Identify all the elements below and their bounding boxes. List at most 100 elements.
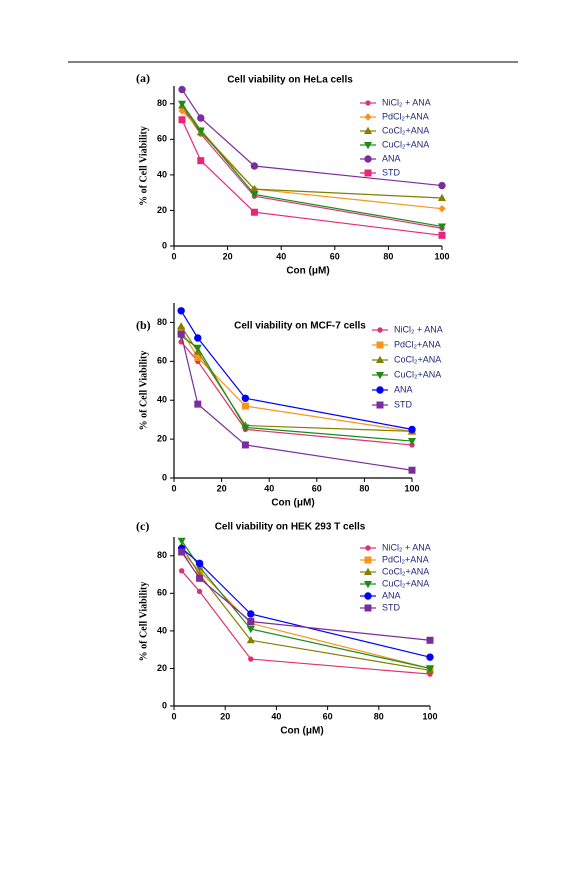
marker: [437, 193, 447, 201]
x-tick-label: 0: [171, 483, 176, 493]
y-tick-label: 0: [162, 472, 167, 482]
x-tick-label: 100: [404, 483, 419, 493]
legend-label: CuCl₂+ANA: [382, 139, 429, 149]
y-axis-label: % of Cell Viability: [138, 351, 149, 431]
marker: [177, 330, 185, 338]
marker: [177, 100, 187, 108]
legend-marker: [364, 604, 372, 612]
marker: [194, 400, 202, 408]
y-tick-label: 80: [157, 317, 167, 327]
marker: [247, 618, 255, 625]
marker: [241, 441, 249, 449]
y-tick-label: 0: [162, 700, 167, 710]
y-tick-label: 20: [157, 433, 167, 443]
legend-label: NiCl₂ + ANA: [394, 324, 443, 334]
y-tick-label: 0: [162, 240, 167, 250]
legend-label: STD: [382, 167, 401, 177]
y-tick-label: 40: [157, 625, 167, 635]
marker: [177, 537, 186, 545]
marker: [178, 107, 186, 115]
marker: [408, 425, 416, 434]
x-tick-label: 40: [276, 251, 286, 261]
series-line: [180, 329, 413, 432]
panel-label: (a): [136, 71, 150, 85]
series-line: [181, 551, 431, 641]
legend-marker: [377, 327, 383, 333]
series-line: [181, 546, 431, 671]
y-tick-label: 20: [157, 663, 167, 673]
y-tick-label: 60: [157, 588, 167, 598]
series-line: [181, 103, 443, 228]
y-tick-label: 80: [157, 98, 167, 108]
x-tick-label: 60: [323, 711, 333, 721]
y-tick-label: 60: [157, 356, 167, 366]
x-tick-label: 20: [223, 251, 233, 261]
x-tick-label: 20: [220, 711, 230, 721]
panel-label: (b): [136, 318, 151, 332]
marker: [407, 438, 417, 446]
x-tick-label: 100: [422, 711, 437, 721]
legend-label: ANA: [382, 590, 401, 600]
marker: [250, 162, 259, 170]
series-line: [181, 540, 431, 670]
marker: [178, 85, 186, 94]
legend-label: PdCl₂+ANA: [394, 339, 441, 349]
marker: [197, 114, 205, 122]
marker: [196, 574, 204, 582]
legend-marker: [364, 592, 372, 600]
series-line: [180, 310, 413, 430]
marker: [246, 636, 255, 644]
series-line: [181, 105, 443, 199]
marker: [437, 223, 447, 231]
x-tick-label: 80: [374, 711, 384, 721]
legend-label: NiCl₂ + ANA: [382, 542, 431, 552]
marker: [438, 204, 446, 213]
legend-marker: [363, 581, 373, 589]
marker: [438, 231, 446, 239]
series-line: [181, 110, 443, 210]
legend-label: CoCl₂+ANA: [394, 354, 441, 364]
marker: [250, 208, 258, 216]
legend-label: STD: [394, 399, 413, 409]
x-tick-label: 0: [171, 711, 176, 721]
series-line: [180, 333, 413, 471]
legend-marker: [376, 386, 384, 394]
marker: [197, 157, 205, 165]
x-tick-label: 100: [434, 251, 449, 261]
chart: (b) Cell viability on MCF-7 cells 0 20 40 60 8…: [136, 303, 443, 509]
series-line: [181, 570, 431, 675]
marker: [241, 402, 249, 410]
legend-marker: [364, 155, 372, 163]
y-tick-label: 80: [157, 550, 167, 560]
legend-label: NiCl₂ + ANA: [382, 97, 431, 107]
marker: [196, 127, 205, 135]
y-tick-label: 40: [157, 395, 167, 405]
x-tick-label: 60: [330, 251, 340, 261]
chart-title: Cell viability on HeLa cells: [227, 75, 353, 86]
marker: [177, 307, 185, 315]
chart-title: Cell viability on MCF-7 cells: [234, 321, 366, 332]
x-tick-label: 80: [359, 483, 369, 493]
marker: [178, 116, 186, 124]
legend-label: CuCl₂+ANA: [394, 369, 441, 379]
legend-label: PdCl₂+ANA: [382, 554, 429, 564]
marker: [178, 548, 186, 556]
legend-marker: [364, 169, 372, 177]
chart-title: Cell viability on HEK 293 T cells: [215, 522, 366, 533]
x-axis-label: Con (μM): [271, 498, 314, 509]
chart: (a) Cell viability on HeLa cells 0 20 40 60 80…: [136, 71, 450, 277]
marker: [177, 322, 186, 330]
legend-label: STD: [382, 602, 401, 612]
x-tick-label: 40: [271, 711, 281, 721]
series-line: [180, 335, 413, 442]
legend-marker: [364, 113, 372, 121]
series-line: [181, 89, 443, 187]
series-line: [181, 119, 443, 236]
legend-marker: [365, 100, 371, 106]
x-tick-label: 80: [383, 251, 393, 261]
x-tick-label: 60: [312, 483, 322, 493]
marker: [248, 656, 254, 662]
x-tick-label: 0: [171, 251, 176, 261]
y-axis-label: % of Cell Viability: [138, 582, 149, 662]
